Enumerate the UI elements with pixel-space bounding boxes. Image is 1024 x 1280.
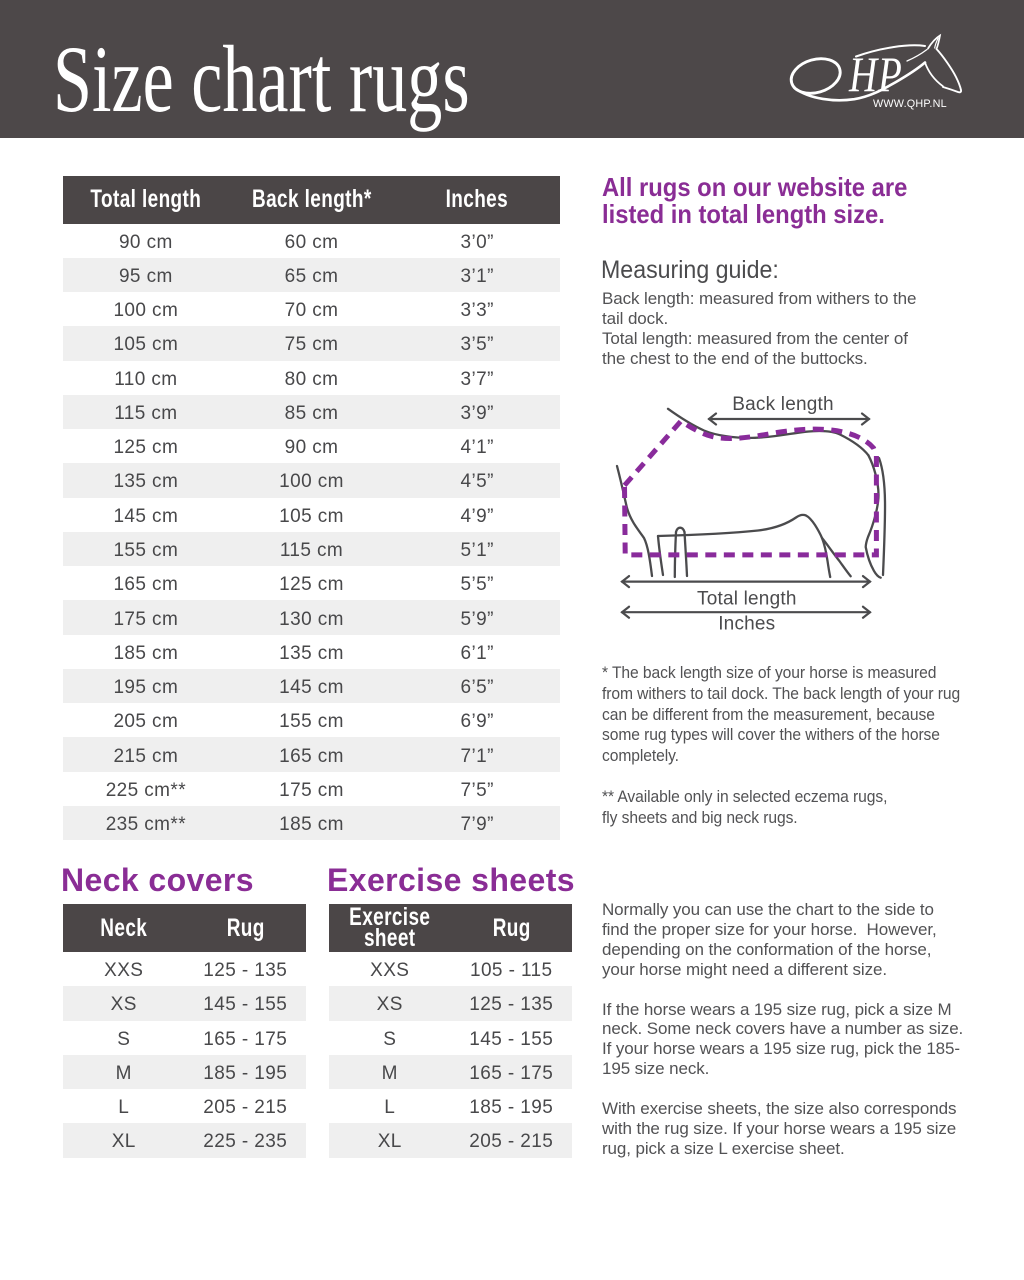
svg-text:Back length: Back length <box>732 394 834 415</box>
svg-text:Total length: Total length <box>697 589 797 610</box>
svg-text:Inches: Inches <box>718 614 775 635</box>
